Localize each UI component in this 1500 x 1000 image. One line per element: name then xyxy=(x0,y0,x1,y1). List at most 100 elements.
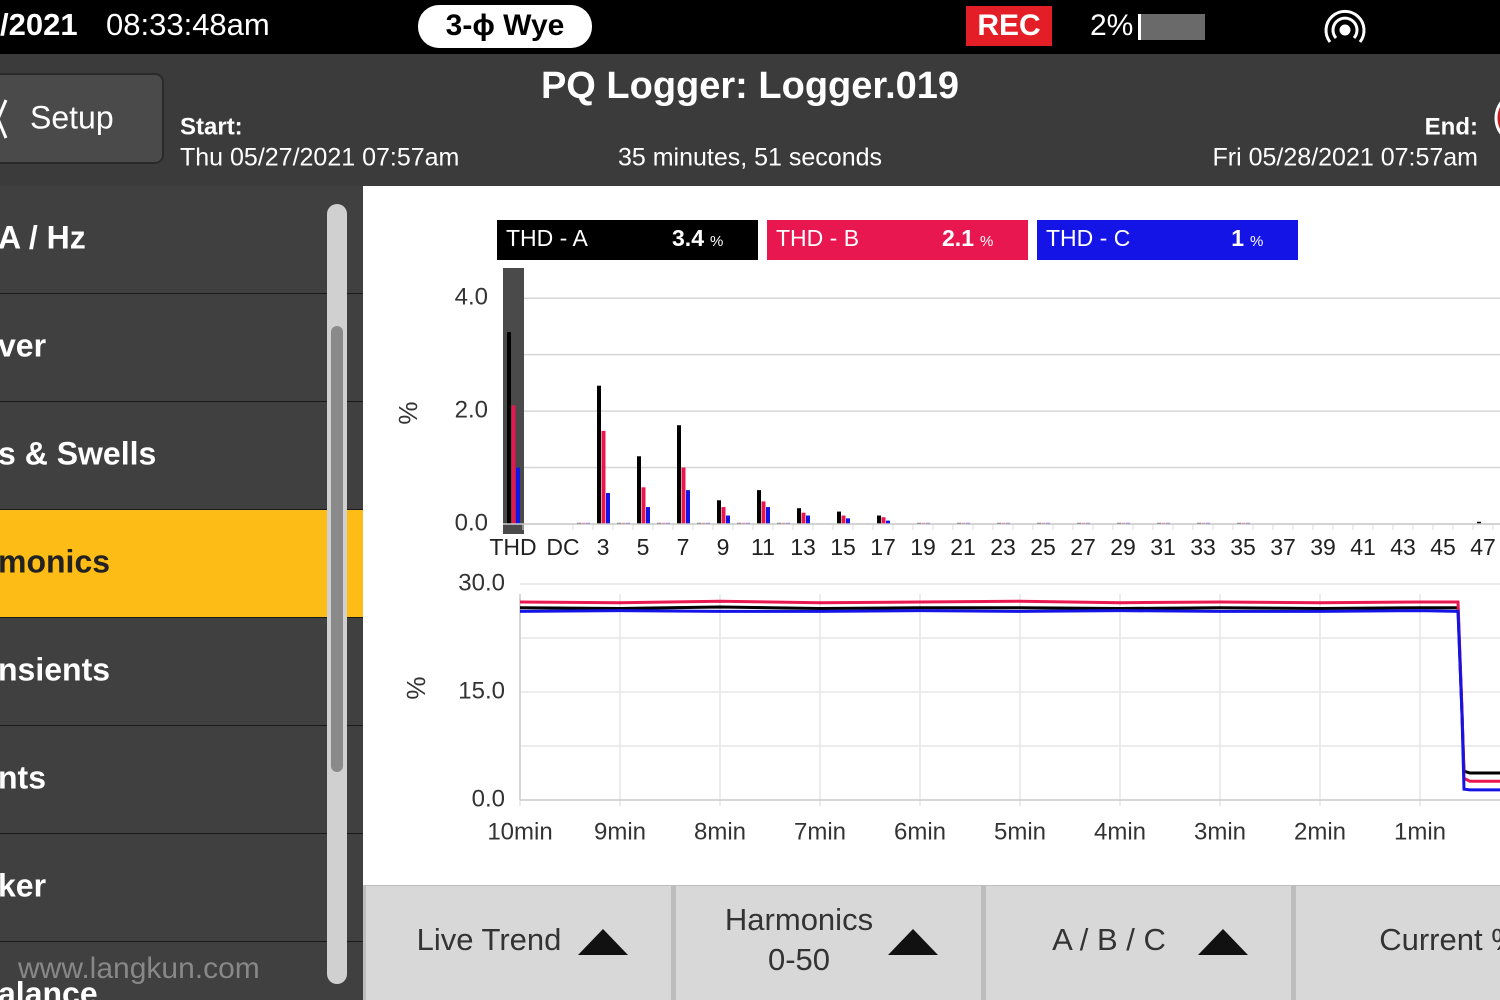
sidebar-label: ker xyxy=(0,867,46,903)
sidebar-item[interactable] xyxy=(0,834,363,942)
trend-line xyxy=(519,605,1500,775)
rec-label: REC xyxy=(977,9,1040,42)
y-tick-label: 0.0 xyxy=(455,509,488,536)
bar xyxy=(641,487,646,524)
x-tick-label: 41 xyxy=(1350,534,1376,560)
bar xyxy=(886,520,890,524)
sidebar-label: nts xyxy=(0,759,46,795)
legend-value: 3.4 xyxy=(672,225,704,251)
x-tick-label: 19 xyxy=(910,534,936,560)
bar xyxy=(721,507,726,524)
bar xyxy=(841,515,846,524)
x-tick-label: 5 xyxy=(637,534,650,560)
sidebar-item[interactable] xyxy=(0,726,363,834)
legend-unit: % xyxy=(980,233,993,250)
x-tick-label: 27 xyxy=(1070,534,1096,560)
x-tick-label: 7 xyxy=(677,534,690,560)
x-tick-label: 9 xyxy=(717,534,730,560)
end-label: End: xyxy=(1425,113,1478,140)
wiring-pill[interactable] xyxy=(418,5,592,48)
bar xyxy=(606,492,610,524)
bar xyxy=(681,467,686,524)
sidebar-label: s & Swells xyxy=(0,435,156,471)
watermark: www.langkun.com xyxy=(17,952,260,985)
scrollbar-thumb[interactable] xyxy=(331,326,343,772)
x-tick-label: 13 xyxy=(790,534,816,560)
x-tick-label: 37 xyxy=(1270,534,1296,560)
sidebar-item[interactable] xyxy=(0,942,363,1000)
x-tick-label: 15 xyxy=(830,534,856,560)
toolbar-button[interactable] xyxy=(676,886,981,1000)
y-tick-label: 30.0 xyxy=(458,569,505,596)
legend-value: 1 xyxy=(1231,225,1244,251)
battery-label: 2% xyxy=(1090,9,1133,42)
bar xyxy=(516,467,520,524)
logger-title: PQ Logger: Logger.019 xyxy=(541,65,959,107)
setup-button[interactable] xyxy=(0,73,164,164)
x-tick-label: 45 xyxy=(1430,534,1456,560)
x-tick-label: 8min xyxy=(694,818,746,845)
wifi-icon xyxy=(1324,9,1366,43)
x-tick-label: 11 xyxy=(751,534,775,560)
y-axis-label: % xyxy=(401,676,431,699)
start-time: Thu 05/27/2021 07:57am xyxy=(180,144,459,172)
bar xyxy=(806,515,810,524)
bar xyxy=(717,500,721,524)
legend-box xyxy=(767,220,1028,260)
sidebar-label: A / Hz xyxy=(0,219,86,255)
bar xyxy=(846,518,850,524)
legend-unit: % xyxy=(710,233,723,250)
legend-label: THD - A xyxy=(506,225,588,251)
x-tick-label: 1min xyxy=(1394,818,1446,845)
bar xyxy=(757,490,761,524)
button-label: Live Trend xyxy=(417,922,562,957)
sidebar-item[interactable] xyxy=(0,402,363,510)
bar xyxy=(801,512,806,524)
x-tick-label: 29 xyxy=(1110,534,1136,560)
y-tick-label: 2.0 xyxy=(455,396,488,423)
bar xyxy=(637,456,641,524)
y-tick-label: 15.0 xyxy=(458,677,505,704)
status-bar xyxy=(0,0,1500,54)
sidebar-item-selected[interactable] xyxy=(0,510,363,618)
sidebar-item[interactable] xyxy=(0,186,363,294)
menu-arrow xyxy=(888,929,938,955)
toolbar-button[interactable] xyxy=(366,886,671,1000)
trend-line xyxy=(519,609,1500,792)
wiring-label: 3-ϕ Wye xyxy=(446,9,565,42)
y-axis-label: % xyxy=(393,401,423,424)
x-tick-label: 17 xyxy=(870,534,896,560)
bar xyxy=(766,507,770,524)
bar xyxy=(597,385,601,524)
status-time: 08:33:48am xyxy=(106,7,270,42)
x-tick-label: 31 xyxy=(1150,534,1176,560)
y-tick-label: 0.0 xyxy=(472,785,505,812)
duration: 35 minutes, 51 seconds xyxy=(618,144,882,172)
legend-label: THD - C xyxy=(1046,225,1130,251)
stop-button[interactable] xyxy=(1494,92,1500,144)
x-tick-label: 4min xyxy=(1094,818,1146,845)
battery-bar xyxy=(1138,14,1205,40)
sidebar-label: nsients xyxy=(0,651,110,687)
button-label: Current % xyxy=(1379,922,1500,957)
x-tick-label: 25 xyxy=(1030,534,1056,560)
x-tick-label: 3 xyxy=(597,534,610,560)
toolbar-button[interactable] xyxy=(986,886,1291,1000)
end-time: Fri 05/28/2021 07:57am xyxy=(1213,144,1478,172)
legend-box xyxy=(1037,220,1298,260)
bar xyxy=(797,508,801,524)
menu-arrow xyxy=(1198,929,1248,955)
x-tick-label: 39 xyxy=(1310,534,1336,560)
x-tick-label: 6min xyxy=(894,818,946,845)
x-tick-label: 2min xyxy=(1294,818,1346,845)
menu-arrow xyxy=(578,929,628,955)
legend-value: 2.1 xyxy=(942,225,974,251)
x-tick-label: 3min xyxy=(1194,818,1246,845)
sidebar-item[interactable] xyxy=(0,294,363,402)
sidebar-label: monics xyxy=(0,543,110,579)
toolbar-button[interactable] xyxy=(1296,886,1500,1000)
sidebar-item[interactable] xyxy=(0,618,363,726)
header xyxy=(0,54,1500,186)
